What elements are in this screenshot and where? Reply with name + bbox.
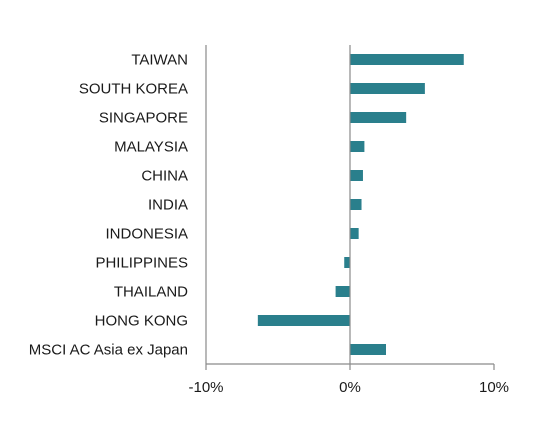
bar-south-korea	[350, 83, 425, 94]
x-tick-label: -10%	[188, 379, 223, 396]
bar-philippines	[344, 257, 350, 268]
category-label: CHINA	[141, 168, 188, 185]
x-tick-label: 10%	[479, 379, 509, 396]
category-label: MALAYSIA	[114, 139, 188, 156]
category-label: HONG KONG	[95, 313, 188, 330]
bar-msci-ac-asia-ex-japan	[350, 344, 386, 355]
x-tick-label: 0%	[339, 379, 361, 396]
bar-hong-kong	[257, 315, 350, 326]
category-label: SOUTH KOREA	[79, 81, 188, 98]
category-label: INDIA	[148, 197, 188, 214]
category-label: MSCI AC Asia ex Japan	[29, 342, 188, 359]
bar-singapore	[350, 112, 407, 123]
bar-india	[350, 199, 362, 210]
bar-indonesia	[350, 228, 359, 239]
category-label: PHILIPPINES	[95, 255, 188, 272]
tick-labels-group: -10% 0% 10%	[188, 379, 509, 396]
category-label: THAILAND	[114, 284, 188, 301]
category-label: INDONESIA	[105, 226, 188, 243]
axes-group	[205, 45, 495, 370]
bars-group	[257, 54, 464, 355]
category-labels-group: TAIWAN SOUTH KOREA SINGAPORE MALAYSIA CHINA I…	[29, 52, 188, 359]
bar-taiwan	[350, 54, 464, 65]
category-label: TAIWAN	[131, 52, 188, 69]
bar-china	[350, 170, 363, 181]
bar-thailand	[335, 286, 350, 297]
bar-malaysia	[350, 141, 365, 152]
category-label: SINGAPORE	[99, 110, 188, 127]
